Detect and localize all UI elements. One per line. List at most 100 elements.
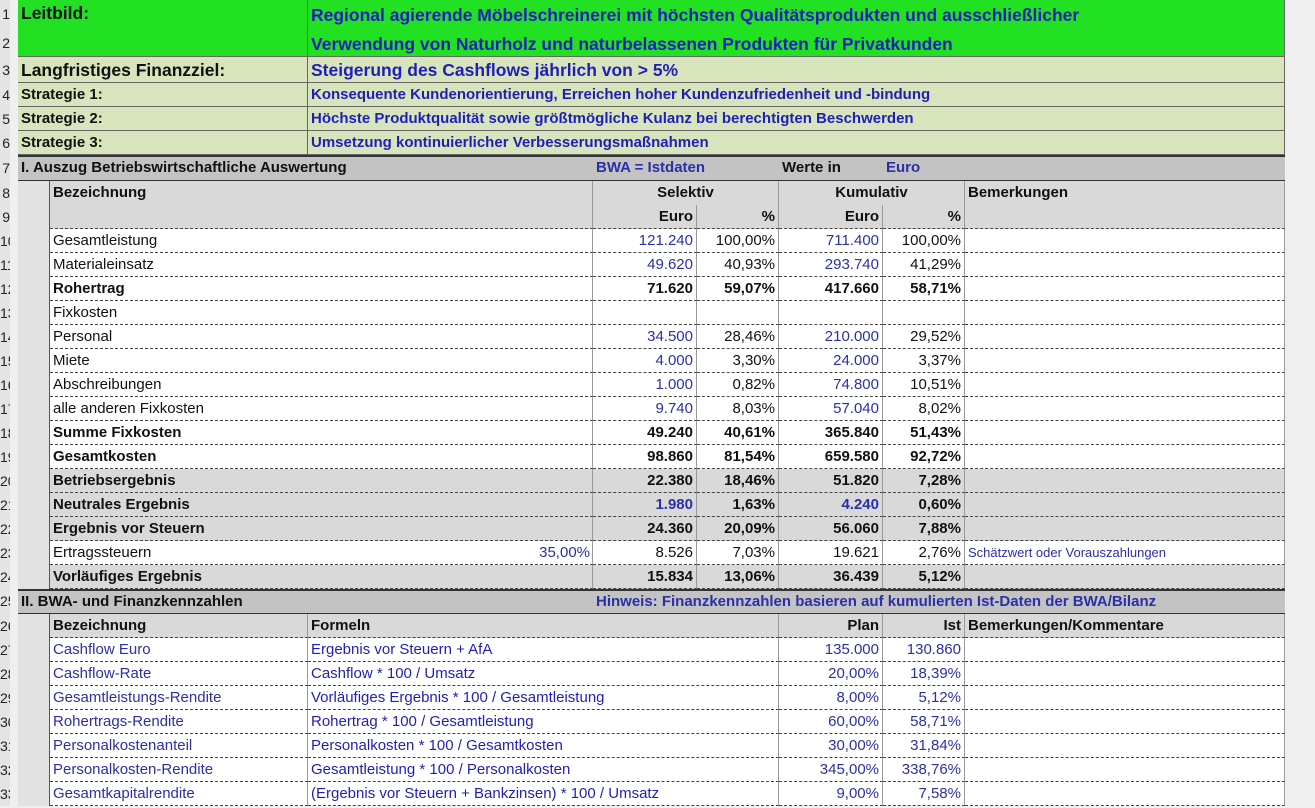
value: 49.620 xyxy=(593,253,697,277)
value: 56.060 xyxy=(779,517,883,541)
value: 121.240 xyxy=(593,229,697,253)
note xyxy=(965,397,1285,421)
value: 0,82% xyxy=(697,373,779,397)
werte-unit: Euro xyxy=(886,159,921,176)
row-number: 15 xyxy=(0,349,10,373)
row-label: Fixkosten xyxy=(50,301,593,325)
strategy-label: Strategie 2: xyxy=(18,107,308,131)
col-header: Euro xyxy=(779,205,883,229)
note xyxy=(965,565,1285,589)
value: 20,09% xyxy=(697,517,779,541)
kpi-formula: Gesamtleistung * 100 / Personalkosten xyxy=(308,758,779,782)
value: 5,12% xyxy=(883,565,965,589)
value: 0,60% xyxy=(883,493,965,517)
value xyxy=(779,301,883,325)
value: 7,88% xyxy=(883,517,965,541)
row-number: 9 xyxy=(0,205,10,229)
kpi-label: Cashflow-Rate xyxy=(50,662,308,686)
row-number: 16 xyxy=(0,373,10,397)
row-number: 3 xyxy=(0,57,10,83)
row-number: 18 xyxy=(0,421,10,445)
strategy-text: Höchste Produktqualität sowie größtmögli… xyxy=(308,107,1285,131)
kpi-comment xyxy=(965,734,1285,758)
row-label: Ertragssteuern xyxy=(50,541,593,565)
section-title: II. BWA- und Finanzkennzahlen xyxy=(21,593,243,610)
strategy-label: Strategie 1: xyxy=(18,83,308,107)
col-header: Bezeichnung xyxy=(50,181,593,229)
value: 3,37% xyxy=(883,349,965,373)
kpi-label: Gesamtleistungs-Rendite xyxy=(50,686,308,710)
value: 29,52% xyxy=(883,325,965,349)
row-label: Miete xyxy=(50,349,593,373)
note: Schätzwert oder Vorauszahlungen xyxy=(965,541,1285,565)
row-number: 7 xyxy=(0,155,10,181)
value xyxy=(593,301,697,325)
note xyxy=(965,445,1285,469)
note xyxy=(965,325,1285,349)
leitbild-label: Leitbild: xyxy=(18,0,308,57)
value: 74.800 xyxy=(779,373,883,397)
row-label: Gesamtkosten xyxy=(50,445,593,469)
value xyxy=(883,301,965,325)
row-number: 23 xyxy=(0,541,10,565)
strip xyxy=(18,181,50,589)
row-number: 27 xyxy=(0,638,10,662)
row-label: Gesamtleistung xyxy=(50,229,593,253)
row-number: 5 xyxy=(0,107,10,131)
value: 59,07% xyxy=(697,277,779,301)
value: 22.380 xyxy=(593,469,697,493)
value: 4.240 xyxy=(779,493,883,517)
value: 58,71% xyxy=(883,277,965,301)
note xyxy=(965,301,1285,325)
kpi-formula: Rohertrag * 100 / Gesamtleistung xyxy=(308,710,779,734)
kpi-ist: 338,76% xyxy=(883,758,965,782)
kpi-plan: 60,00% xyxy=(779,710,883,734)
value: 71.620 xyxy=(593,277,697,301)
note xyxy=(965,373,1285,397)
section-title: I. Auszug Betriebswirtschaftliche Auswer… xyxy=(21,159,347,176)
value: 34.500 xyxy=(593,325,697,349)
col-header: Plan xyxy=(779,614,883,638)
kpi-formula: Ergebnis vor Steuern + AfA xyxy=(308,638,779,662)
note xyxy=(965,349,1285,373)
row-number: 12 xyxy=(0,277,10,301)
row-number: 13 xyxy=(0,301,10,325)
row-number: 22 xyxy=(0,517,10,541)
value: 7,03% xyxy=(697,541,779,565)
value: 7,28% xyxy=(883,469,965,493)
value: 19.621 xyxy=(779,541,883,565)
row-number: 32 xyxy=(0,758,10,782)
value: 28,46% xyxy=(697,325,779,349)
bwa-label: BWA = Istdaten xyxy=(596,159,706,176)
kpi-ist: 18,39% xyxy=(883,662,965,686)
kpi-label: Personalkosten-Rendite xyxy=(50,758,308,782)
col-header: Bemerkungen/Kommentare xyxy=(965,614,1285,638)
strategy-label: Strategie 3: xyxy=(18,131,308,155)
kpi-formula: Personalkosten * 100 / Gesamtkosten xyxy=(308,734,779,758)
kpi-comment xyxy=(965,662,1285,686)
value: 100,00% xyxy=(883,229,965,253)
kpi-ist: 7,58% xyxy=(883,782,965,806)
value: 8,03% xyxy=(697,397,779,421)
kpi-label: Rohertrags-Rendite xyxy=(50,710,308,734)
row-label: Abschreibungen xyxy=(50,373,593,397)
value: 100,00% xyxy=(697,229,779,253)
kpi-comment xyxy=(965,686,1285,710)
row-number: 1 xyxy=(0,0,10,29)
value: 57.040 xyxy=(779,397,883,421)
col-header: % xyxy=(697,205,779,229)
value: 51.820 xyxy=(779,469,883,493)
note xyxy=(965,469,1285,493)
hint: Hinweis: Finanzkennzahlen basieren auf k… xyxy=(596,593,1157,610)
value: 293.740 xyxy=(779,253,883,277)
kpi-plan: 30,00% xyxy=(779,734,883,758)
row-label: Summe Fixkosten xyxy=(50,421,593,445)
leitbild-text: Verwendung von Naturholz und naturbelass… xyxy=(311,33,953,54)
row-number: 28 xyxy=(0,662,10,686)
kpi-ist: 130.860 xyxy=(883,638,965,662)
value: 8,02% xyxy=(883,397,965,421)
leitbild-text: Regional agierende Möbelschreinerei mit … xyxy=(311,5,1080,25)
row-number: 31 xyxy=(0,734,10,758)
row-label: Betriebsergebnis xyxy=(50,469,593,493)
value: 24.360 xyxy=(593,517,697,541)
